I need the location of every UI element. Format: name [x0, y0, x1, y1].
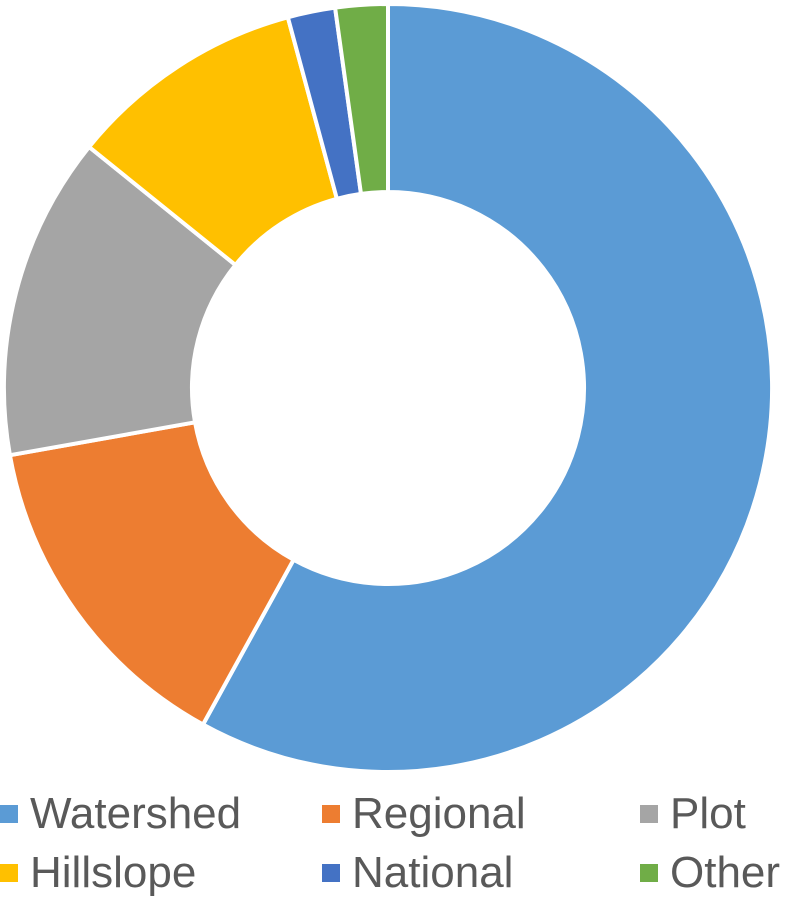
donut-slice-regional [7, 419, 297, 728]
legend-label-regional: Regional [352, 789, 526, 838]
donut-slice-plot [2, 144, 239, 458]
donut-chart [2, 1, 774, 774]
legend-swatch-other [640, 864, 658, 882]
donut-slices [2, 1, 774, 774]
legend-swatch-national [322, 864, 340, 882]
legend-swatch-watershed [0, 805, 18, 823]
legend-swatch-hillslope [0, 864, 18, 882]
legend-item-plot: Plot [640, 786, 746, 842]
legend-item-national: National [322, 845, 513, 901]
legend-item-hillslope: Hillslope [0, 845, 196, 901]
donut-slice-watershed [200, 1, 774, 774]
donut-slice-other [332, 1, 390, 197]
legend-label-watershed: Watershed [30, 789, 242, 838]
legend-item-watershed: Watershed [0, 786, 241, 842]
legend-item-regional: Regional [322, 786, 526, 842]
legend-label-plot: Plot [670, 789, 746, 838]
chart-legend: Watershed Regional Plot Hillslope Nation… [0, 780, 794, 901]
legend-label-other: Other [670, 848, 781, 897]
legend-label-hillslope: Hillslope [30, 848, 197, 897]
legend-swatch-plot [640, 805, 658, 823]
legend-label-national: National [352, 848, 514, 897]
legend-swatch-regional [322, 805, 340, 823]
legend-item-other: Other [640, 845, 780, 901]
